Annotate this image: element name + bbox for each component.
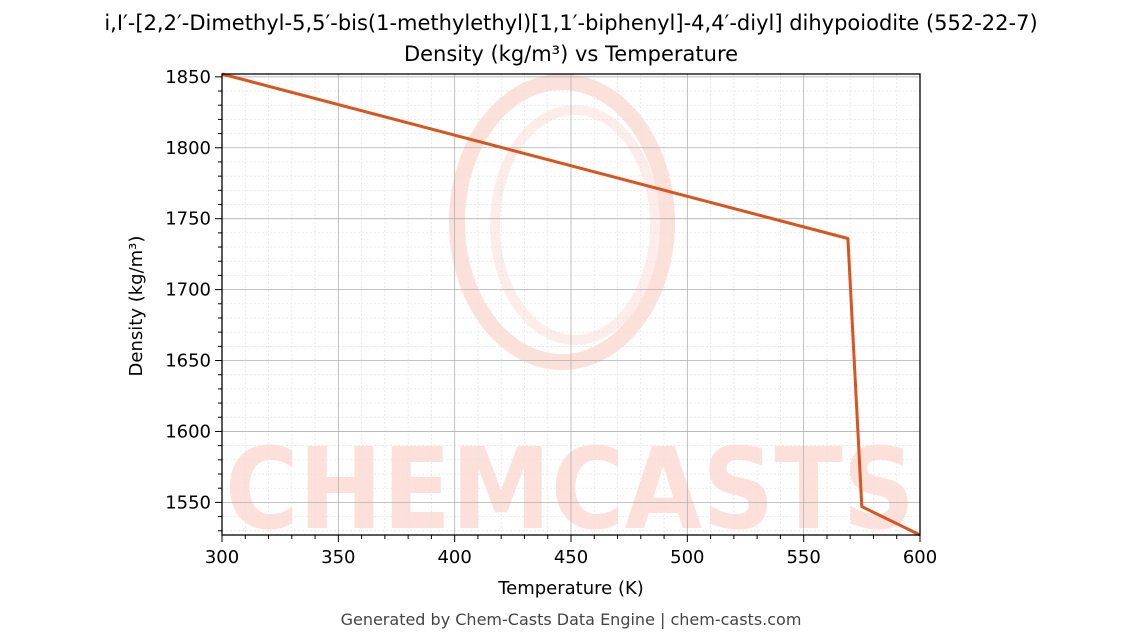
x-tick-label: 500 <box>670 547 704 568</box>
y-tick-label: 1850 <box>165 67 211 88</box>
x-tick-label: 600 <box>903 547 937 568</box>
series-line <box>221 72 921 537</box>
y-tick-label: 1750 <box>165 209 211 230</box>
chart-title: i,I′-[2,2′-Dimethyl-5,5′-bis(1-methyleth… <box>104 11 1037 35</box>
y-tick-label: 1650 <box>165 351 211 372</box>
x-tick-label: 400 <box>437 547 471 568</box>
y-axis: 1550 1600 1650 1700 1750 1800 1850 <box>165 67 222 532</box>
x-tick-label: 450 <box>554 547 588 568</box>
y-tick-label: 1700 <box>165 280 211 301</box>
watermark-logo-icon <box>449 74 675 370</box>
x-tick-label: 350 <box>321 547 355 568</box>
x-axis-label: Temperature (K) <box>497 578 644 599</box>
watermark: CHEMCASTS <box>225 74 915 555</box>
watermark-text: CHEMCASTS <box>225 425 915 555</box>
y-tick-label: 1550 <box>165 492 211 513</box>
x-axis: 300 350 400 450 500 550 600 <box>205 535 937 568</box>
y-axis-label: Density (kg/m³) <box>126 236 147 377</box>
y-tick-label: 1600 <box>165 421 211 442</box>
y-tick-label: 1800 <box>165 138 211 159</box>
chart-subtitle: Density (kg/m³) vs Temperature <box>404 42 738 66</box>
series-layer <box>221 72 921 537</box>
footer-credit: Generated by Chem-Casts Data Engine | ch… <box>341 610 802 629</box>
x-tick-label: 300 <box>205 547 239 568</box>
x-tick-label: 550 <box>786 547 820 568</box>
